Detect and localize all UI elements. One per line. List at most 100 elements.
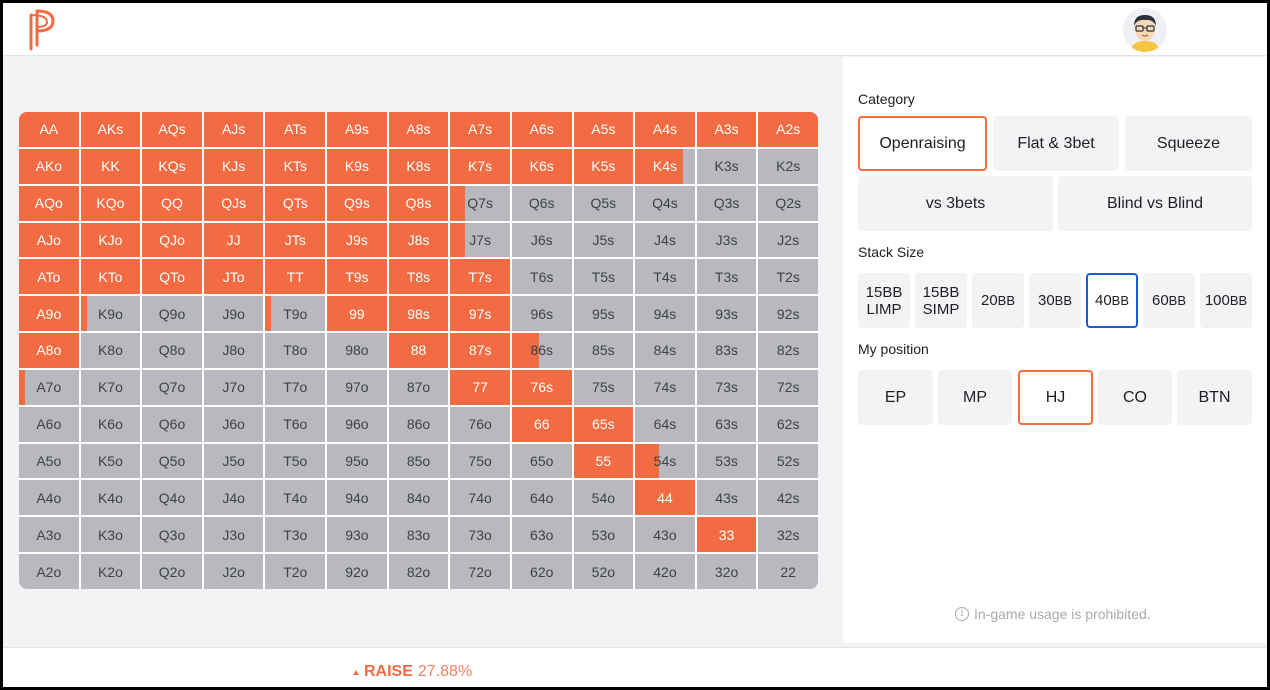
hand-cell-T7o[interactable]: T7o [265, 369, 326, 405]
hand-cell-T8s[interactable]: T8s [388, 259, 449, 295]
hand-cell-J4s[interactable]: J4s [635, 222, 695, 258]
hand-cell-AA[interactable]: AA [19, 112, 79, 147]
hand-cell-J5s[interactable]: J5s [573, 222, 634, 258]
stack-100bb-button[interactable]: 100 BB [1200, 273, 1252, 328]
hand-cell-Q9s[interactable]: Q9s [327, 185, 387, 221]
hand-cell-88[interactable]: 88 [388, 333, 449, 368]
hand-cell-32o[interactable]: 32o [696, 554, 757, 589]
hand-cell-A5s[interactable]: A5s [573, 112, 634, 147]
hand-cell-AJo[interactable]: AJo [19, 222, 79, 258]
hand-cell-93o[interactable]: 93o [327, 517, 387, 553]
hand-cell-T3s[interactable]: T3s [696, 259, 757, 295]
hand-cell-A4o[interactable]: A4o [19, 480, 79, 516]
hand-cell-94o[interactable]: 94o [327, 480, 387, 516]
hand-cell-54o[interactable]: 54o [573, 480, 634, 516]
hand-cell-K7o[interactable]: K7o [80, 369, 141, 405]
position-mp-button[interactable]: MP [938, 370, 1012, 425]
hand-cell-32s[interactable]: 32s [758, 517, 818, 553]
hand-cell-T5o[interactable]: T5o [265, 443, 326, 479]
hand-cell-J7s[interactable]: J7s [450, 222, 510, 258]
hand-cell-A2s[interactable]: A2s [758, 112, 818, 147]
hand-cell-52s[interactable]: 52s [758, 443, 818, 479]
hand-cell-43s[interactable]: 43s [696, 480, 757, 516]
hand-cell-Q2o[interactable]: Q2o [142, 554, 202, 589]
hand-cell-KTs[interactable]: KTs [265, 148, 326, 184]
hand-cell-87s[interactable]: 87s [450, 333, 510, 368]
hand-cell-K4o[interactable]: K4o [80, 480, 141, 516]
hand-cell-K2o[interactable]: K2o [80, 554, 141, 589]
hand-cell-J2s[interactable]: J2s [758, 222, 818, 258]
hand-cell-33[interactable]: 33 [696, 517, 757, 553]
hand-cell-A5o[interactable]: A5o [19, 443, 79, 479]
hand-cell-86o[interactable]: 86o [388, 406, 449, 442]
hand-cell-Q4s[interactable]: Q4s [635, 185, 695, 221]
hand-cell-QTo[interactable]: QTo [142, 259, 202, 295]
category-blind-vs-blind-button[interactable]: Blind vs Blind [1058, 176, 1252, 231]
hand-cell-84s[interactable]: 84s [635, 333, 695, 368]
hand-cell-K6o[interactable]: K6o [80, 406, 141, 442]
hand-cell-K7s[interactable]: K7s [450, 148, 510, 184]
hand-cell-K6s[interactable]: K6s [511, 148, 572, 184]
hand-cell-A2o[interactable]: A2o [19, 554, 79, 589]
hand-cell-KJo[interactable]: KJo [80, 222, 141, 258]
hand-cell-94s[interactable]: 94s [635, 296, 695, 332]
hand-cell-97o[interactable]: 97o [327, 369, 387, 405]
hand-cell-T4o[interactable]: T4o [265, 480, 326, 516]
hand-cell-Q9o[interactable]: Q9o [142, 296, 202, 332]
stack-30bb-button[interactable]: 30 BB [1029, 273, 1081, 328]
hand-cell-86s[interactable]: 86s [511, 333, 572, 368]
hand-cell-J2o[interactable]: J2o [203, 554, 264, 589]
hand-cell-QJo[interactable]: QJo [142, 222, 202, 258]
hand-cell-J5o[interactable]: J5o [203, 443, 264, 479]
hand-cell-T7s[interactable]: T7s [450, 259, 510, 295]
hand-cell-AJs[interactable]: AJs [203, 112, 264, 147]
position-co-button[interactable]: CO [1098, 370, 1172, 425]
hand-cell-62o[interactable]: 62o [511, 554, 572, 589]
hand-cell-K5s[interactable]: K5s [573, 148, 634, 184]
hand-cell-A7s[interactable]: A7s [450, 112, 510, 147]
hand-cell-A7o[interactable]: A7o [19, 369, 79, 405]
hand-cell-93s[interactable]: 93s [696, 296, 757, 332]
hand-cell-98s[interactable]: 98s [388, 296, 449, 332]
hand-cell-Q5s[interactable]: Q5s [573, 185, 634, 221]
stack-15bb-simp-button[interactable]: 15BB SIMP [915, 273, 967, 328]
hand-cell-A9s[interactable]: A9s [327, 112, 387, 147]
category-vs-3bets-button[interactable]: vs 3bets [858, 176, 1053, 231]
hand-cell-82s[interactable]: 82s [758, 333, 818, 368]
hand-cell-74s[interactable]: 74s [635, 369, 695, 405]
hand-cell-T2o[interactable]: T2o [265, 554, 326, 589]
hand-cell-72o[interactable]: 72o [450, 554, 510, 589]
category-squeeze-button[interactable]: Squeeze [1125, 116, 1252, 171]
hand-cell-J8s[interactable]: J8s [388, 222, 449, 258]
hand-cell-A6s[interactable]: A6s [511, 112, 572, 147]
hand-cell-84o[interactable]: 84o [388, 480, 449, 516]
hand-cell-63o[interactable]: 63o [511, 517, 572, 553]
hand-cell-87o[interactable]: 87o [388, 369, 449, 405]
hand-cell-K8o[interactable]: K8o [80, 333, 141, 368]
hand-cell-KQo[interactable]: KQo [80, 185, 141, 221]
stack-20bb-button[interactable]: 20 BB [972, 273, 1024, 328]
hand-cell-K5o[interactable]: K5o [80, 443, 141, 479]
hand-cell-K3s[interactable]: K3s [696, 148, 757, 184]
hand-cell-KK[interactable]: KK [80, 148, 141, 184]
hand-cell-T3o[interactable]: T3o [265, 517, 326, 553]
hand-cell-96s[interactable]: 96s [511, 296, 572, 332]
user-avatar-icon[interactable] [1123, 8, 1167, 52]
hand-cell-72s[interactable]: 72s [758, 369, 818, 405]
hand-cell-83s[interactable]: 83s [696, 333, 757, 368]
hand-cell-Q7o[interactable]: Q7o [142, 369, 202, 405]
hand-cell-52o[interactable]: 52o [573, 554, 634, 589]
stack-15bb-limp-button[interactable]: 15BB LIMP [858, 273, 910, 328]
hand-cell-74o[interactable]: 74o [450, 480, 510, 516]
hand-cell-62s[interactable]: 62s [758, 406, 818, 442]
hand-cell-73o[interactable]: 73o [450, 517, 510, 553]
hand-cell-K4s[interactable]: K4s [635, 148, 695, 184]
hand-cell-K3o[interactable]: K3o [80, 517, 141, 553]
hand-cell-QJs[interactable]: QJs [203, 185, 264, 221]
stack-40bb-button[interactable]: 40 BB [1086, 273, 1138, 328]
hand-cell-98o[interactable]: 98o [327, 333, 387, 368]
hand-cell-A4s[interactable]: A4s [635, 112, 695, 147]
hand-cell-KQs[interactable]: KQs [142, 148, 202, 184]
hand-cell-75s[interactable]: 75s [573, 369, 634, 405]
hand-cell-66[interactable]: 66 [511, 406, 572, 442]
